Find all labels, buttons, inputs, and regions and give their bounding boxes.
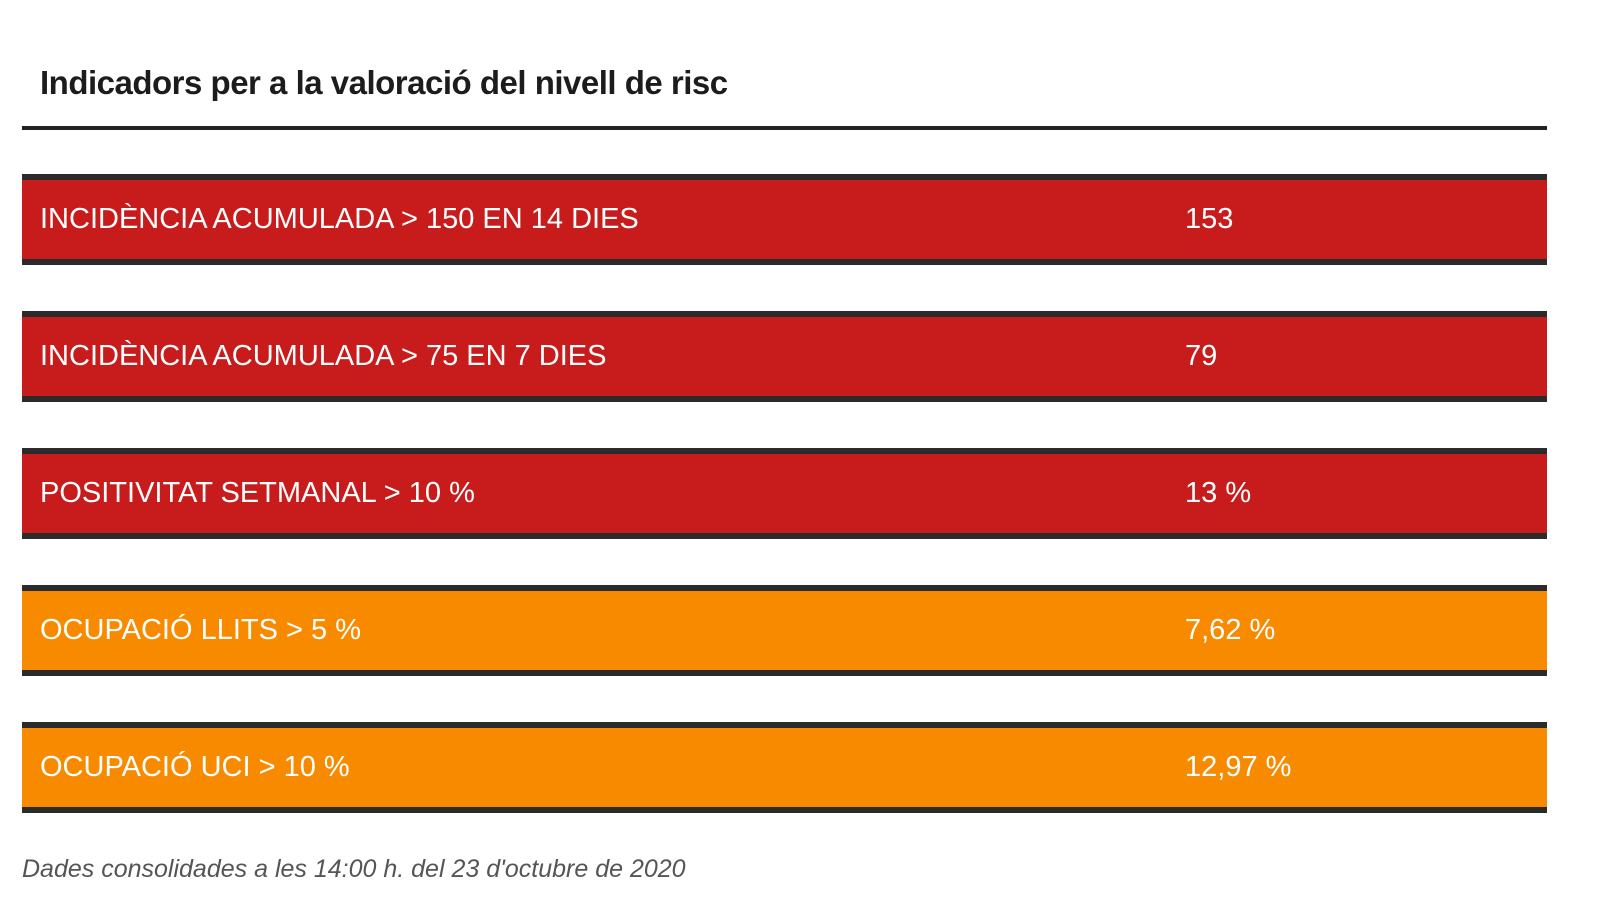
indicator-row: INCIDÈNCIA ACUMULADA > 75 EN 7 DIES 79 <box>22 311 1547 402</box>
page-title: Indicadors per a la valoració del nivell… <box>40 64 728 101</box>
indicator-label: INCIDÈNCIA ACUMULADA > 75 EN 7 DIES <box>40 340 607 372</box>
data-timestamp-note: Dades consolidades a les 14:00 h. del 23… <box>22 855 686 883</box>
indicator-list: INCIDÈNCIA ACUMULADA > 150 EN 14 DIES 15… <box>22 174 1547 859</box>
indicator-value: 153 <box>1185 203 1234 235</box>
indicator-row: INCIDÈNCIA ACUMULADA > 150 EN 14 DIES 15… <box>22 174 1547 265</box>
indicator-value: 79 <box>1185 340 1218 372</box>
title-divider <box>22 126 1547 130</box>
indicator-label: INCIDÈNCIA ACUMULADA > 150 EN 14 DIES <box>40 203 639 235</box>
indicator-row: OCUPACIÓ UCI > 10 % 12,97 % <box>22 722 1547 813</box>
indicator-row: OCUPACIÓ LLITS > 5 % 7,62 % <box>22 585 1547 676</box>
indicator-value: 13 % <box>1185 477 1252 509</box>
indicator-row: POSITIVITAT SETMANAL > 10 % 13 % <box>22 448 1547 539</box>
indicator-value: 7,62 % <box>1185 614 1276 646</box>
indicator-label: POSITIVITAT SETMANAL > 10 % <box>40 477 475 509</box>
indicator-label: OCUPACIÓ LLITS > 5 % <box>40 614 361 646</box>
indicator-value: 12,97 % <box>1185 751 1292 783</box>
indicator-label: OCUPACIÓ UCI > 10 % <box>40 751 350 783</box>
